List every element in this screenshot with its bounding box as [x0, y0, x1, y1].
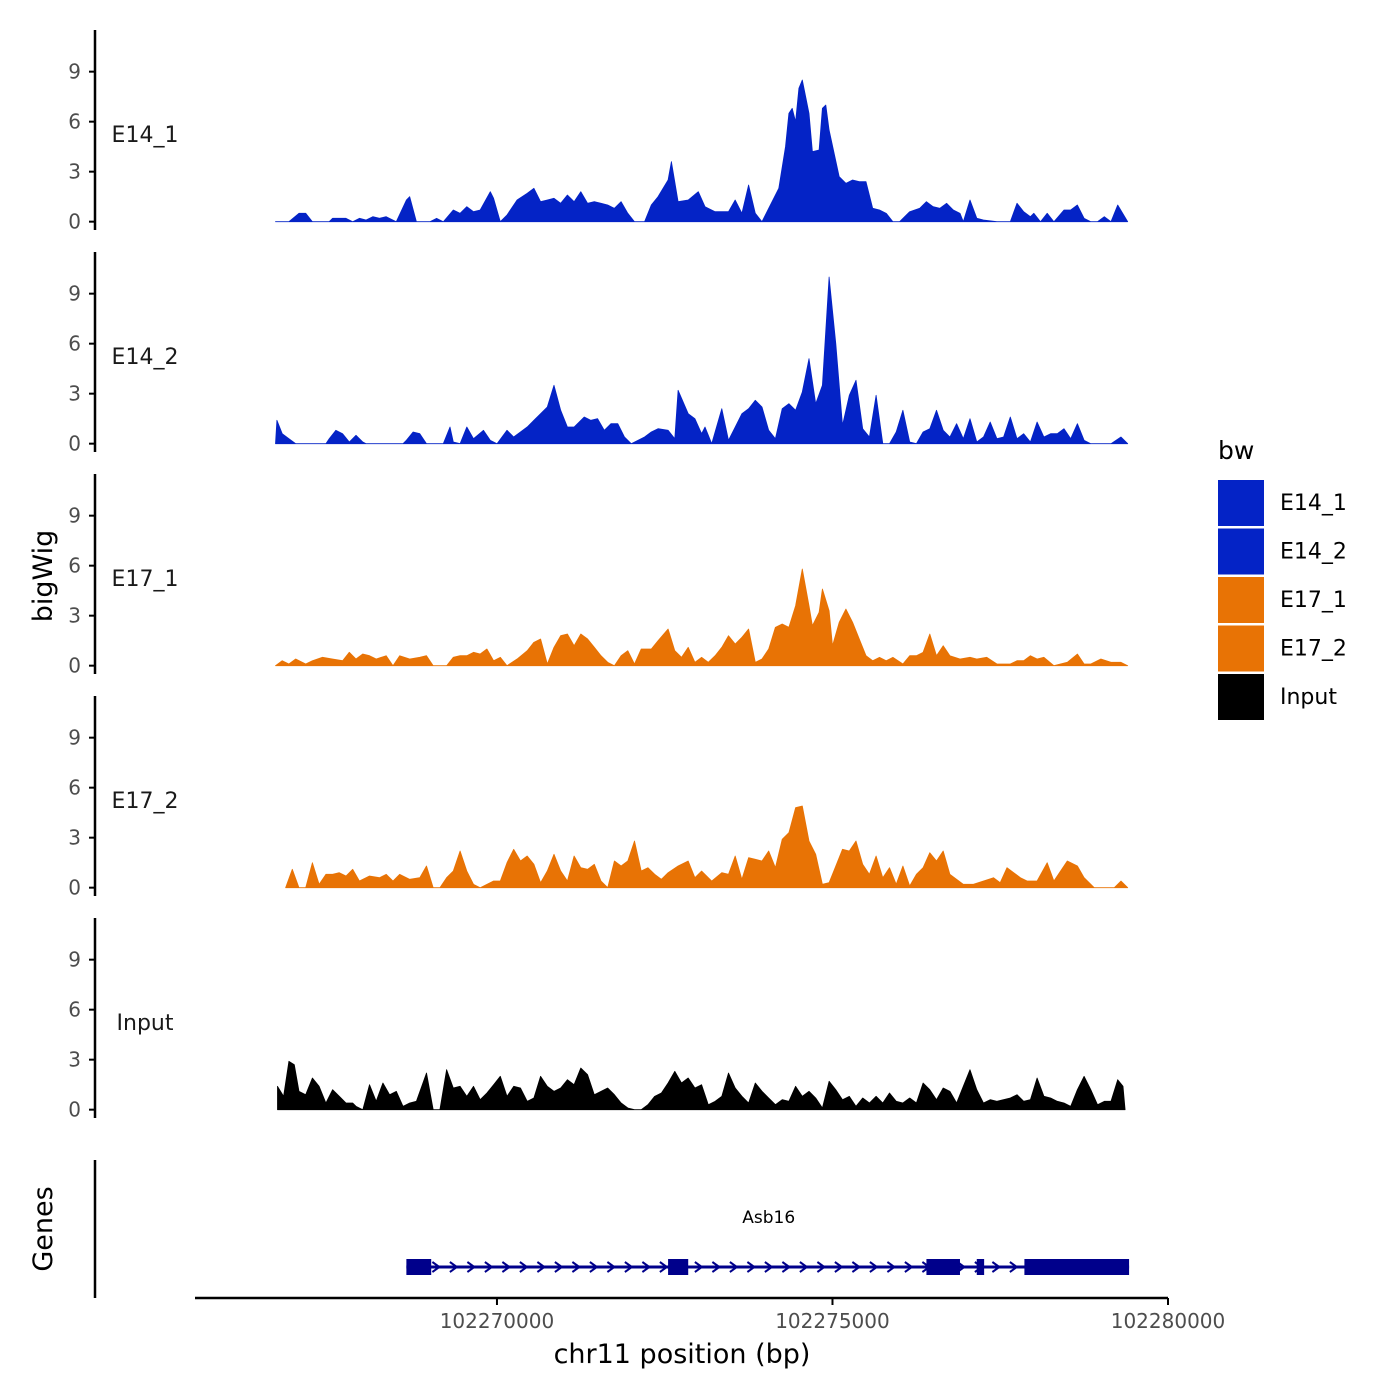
y-tick-label: 3	[68, 160, 81, 184]
track-label: E17_1	[112, 567, 179, 592]
legend-label: E14_1	[1280, 491, 1347, 516]
gene-exon	[1024, 1259, 1130, 1275]
strand-arrow	[466, 1261, 477, 1273]
gene-exon	[406, 1259, 432, 1275]
y-tick-label: 6	[68, 998, 81, 1022]
strand-arrow	[484, 1261, 494, 1273]
strand-arrow	[449, 1261, 459, 1273]
legend-swatch	[1218, 577, 1264, 623]
strand-arrow	[711, 1261, 722, 1273]
strand-arrow	[659, 1261, 669, 1273]
genes-track: Genes Asb16	[28, 1160, 1130, 1298]
legend-swatch	[1218, 674, 1264, 720]
gene-exon	[926, 1259, 960, 1275]
series-area-e17_1	[275, 568, 1129, 667]
legend-label: E17_1	[1280, 588, 1347, 613]
legend-title: bw	[1218, 436, 1254, 465]
strand-arrow	[904, 1261, 914, 1273]
strand-arrow	[624, 1261, 634, 1273]
strand-arrow	[764, 1261, 774, 1273]
y-tick-label: 6	[68, 554, 81, 578]
legend-swatch	[1218, 528, 1264, 575]
legend-swatch	[1218, 625, 1264, 672]
track-label: E14_1	[112, 123, 179, 148]
strand-arrow	[554, 1261, 564, 1273]
y-tick-label: 0	[68, 876, 81, 900]
x-axis: 102270000 102275000 102280000	[195, 1296, 1226, 1333]
track-e14_2: 0 3 6 9 E14_2	[68, 252, 1129, 456]
track-input: 0 3 6 9 Input	[68, 918, 1126, 1122]
y-tick-label: 9	[68, 282, 81, 306]
x-axis-label: chr11 position (bp)	[554, 1339, 811, 1370]
strand-arrow	[729, 1261, 739, 1273]
strand-arrow	[869, 1261, 879, 1273]
x-tick-label: 102275000	[775, 1309, 890, 1333]
track-label: E14_2	[112, 345, 179, 370]
legend-label: E17_2	[1280, 637, 1347, 662]
x-tick-label: 102270000	[440, 1309, 555, 1333]
y-tick-label: 0	[68, 654, 81, 678]
legend-swatch	[1218, 480, 1264, 526]
strand-arrow	[536, 1261, 547, 1273]
tracks: 0 3 6 9 E14_1 0 3 6 9 E14_2 0 3 6 9 E17_1 0 3 6 9 E17_2 0 3 6 9…	[68, 30, 1129, 1122]
strand-arrow	[746, 1261, 757, 1273]
strand-arrow	[886, 1261, 897, 1273]
track-e17_2: 0 3 6 9 E17_2	[68, 696, 1129, 900]
strand-arrow	[851, 1261, 862, 1273]
y-tick-label: 9	[68, 60, 81, 84]
gene-exon	[668, 1259, 689, 1275]
strand-arrow	[606, 1261, 617, 1273]
legend-label: E14_2	[1280, 540, 1347, 565]
strand-arrow	[519, 1261, 529, 1273]
track-label: Input	[117, 1011, 174, 1036]
y-tick-label: 6	[68, 776, 81, 800]
y-tick-label: 9	[68, 948, 81, 972]
strand-arrow	[694, 1261, 704, 1273]
y-tick-label: 0	[68, 210, 81, 234]
strand-arrow	[1009, 1261, 1019, 1273]
y-tick-label: 9	[68, 504, 81, 528]
x-tick-label: 102280000	[1111, 1309, 1226, 1333]
strand-arrow	[589, 1261, 599, 1273]
gene-name: Asb16	[742, 1208, 795, 1228]
strand-arrow	[641, 1261, 652, 1273]
strand-arrow	[501, 1261, 512, 1273]
y-tick-label: 0	[68, 1098, 81, 1122]
genes-label: Genes	[28, 1186, 59, 1271]
y-tick-label: 0	[68, 432, 81, 456]
strand-arrow	[799, 1261, 809, 1273]
y-tick-label: 9	[68, 726, 81, 750]
strand-arrow	[571, 1261, 582, 1273]
track-e17_1: 0 3 6 9 E17_1	[68, 474, 1129, 678]
strand-arrow	[781, 1261, 792, 1273]
strand-arrow	[834, 1261, 844, 1273]
gene-exon	[976, 1259, 985, 1275]
track-e14_1: 0 3 6 9 E14_1	[68, 30, 1129, 234]
y-tick-label: 6	[68, 110, 81, 134]
strand-arrow	[431, 1261, 442, 1273]
series-area-e14_1	[275, 79, 1129, 223]
y-tick-label: 3	[68, 604, 81, 628]
strand-arrow	[816, 1261, 827, 1273]
y-tick-label: 3	[68, 826, 81, 850]
y-axis-label: bigWig	[28, 530, 59, 623]
series-area-input	[277, 1060, 1126, 1111]
y-tick-label: 3	[68, 1048, 81, 1072]
series-area-e17_2	[285, 805, 1129, 889]
track-label: E17_2	[112, 789, 179, 814]
strand-arrow	[991, 1261, 1002, 1273]
y-tick-label: 3	[68, 382, 81, 406]
legend-label: Input	[1280, 685, 1337, 710]
legend: bw E14_1 E14_2 E17_1 E17_2 Input	[1218, 436, 1347, 720]
y-tick-label: 6	[68, 332, 81, 356]
series-area-e14_2	[275, 276, 1129, 445]
